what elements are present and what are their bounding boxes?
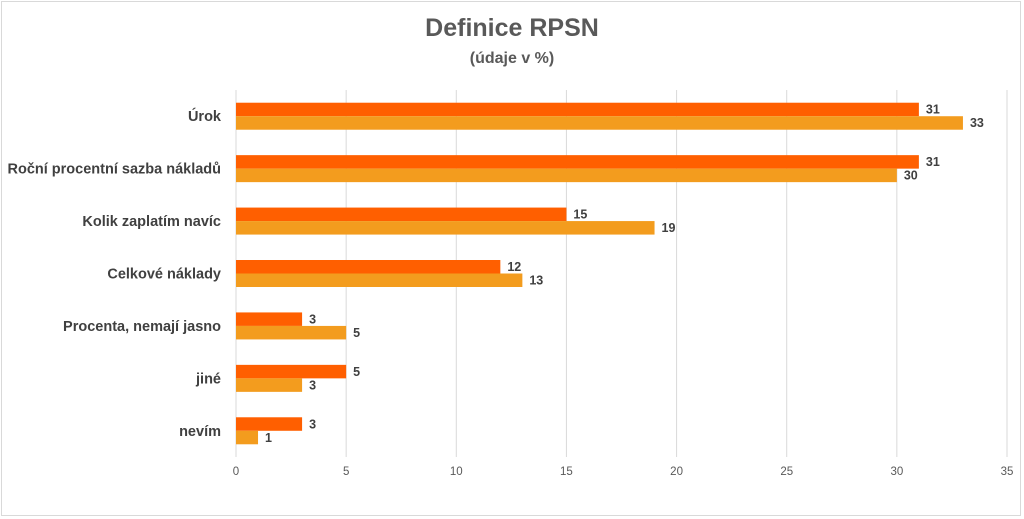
category-label: nevím — [179, 424, 221, 440]
data-label: 15 — [573, 208, 587, 222]
category-label: Úrok — [188, 107, 222, 125]
bar-series-2 — [236, 116, 963, 130]
chart-subtitle: (údaje v %) — [469, 50, 555, 67]
x-tick-label: 30 — [890, 466, 903, 478]
bar-series-2 — [236, 168, 897, 183]
category-label: Celkové náklady — [107, 267, 221, 283]
bar-series-2 — [236, 430, 259, 445]
data-label: 3 — [309, 312, 316, 326]
bar-series-1 — [236, 102, 919, 117]
data-label: 1 — [265, 431, 272, 445]
data-label: 19 — [662, 221, 676, 235]
category-label: jiné — [195, 371, 221, 387]
x-tick-label: 15 — [560, 466, 573, 478]
bar-series-1 — [236, 417, 303, 431]
category-label: Kolik zaplatím navíc — [82, 214, 221, 230]
category-label: Procenta, nemají jasno — [63, 319, 221, 335]
chart-title: Definice RPSN — [425, 14, 599, 42]
bar-series-1 — [236, 207, 567, 222]
data-label: 30 — [904, 169, 918, 183]
bar-series-1 — [236, 364, 347, 379]
bar-series-1 — [236, 260, 501, 274]
data-label: 5 — [353, 365, 360, 379]
x-tick-label: 10 — [450, 466, 463, 478]
data-label: 33 — [970, 116, 984, 130]
data-label: 5 — [353, 326, 360, 340]
data-label: 3 — [309, 378, 316, 392]
x-tick-label: 35 — [1001, 466, 1014, 478]
x-tick-label: 5 — [343, 466, 349, 478]
bar-series-2 — [236, 273, 523, 287]
bar-series-2 — [236, 378, 303, 392]
x-tick-label: 0 — [233, 466, 239, 478]
bar-series-1 — [236, 312, 303, 326]
category-label: Roční procentní sazba nákladů — [7, 162, 221, 178]
bar-series-2 — [236, 325, 347, 340]
data-label: 13 — [529, 274, 543, 288]
data-label: 31 — [926, 103, 940, 117]
x-tick-label: 20 — [670, 466, 683, 478]
bar-series-1 — [236, 155, 919, 169]
data-label: 3 — [309, 417, 316, 431]
data-label: 31 — [926, 155, 940, 169]
data-label: 12 — [507, 260, 521, 274]
x-tick-label: 25 — [780, 466, 793, 478]
bar-series-2 — [236, 221, 655, 235]
